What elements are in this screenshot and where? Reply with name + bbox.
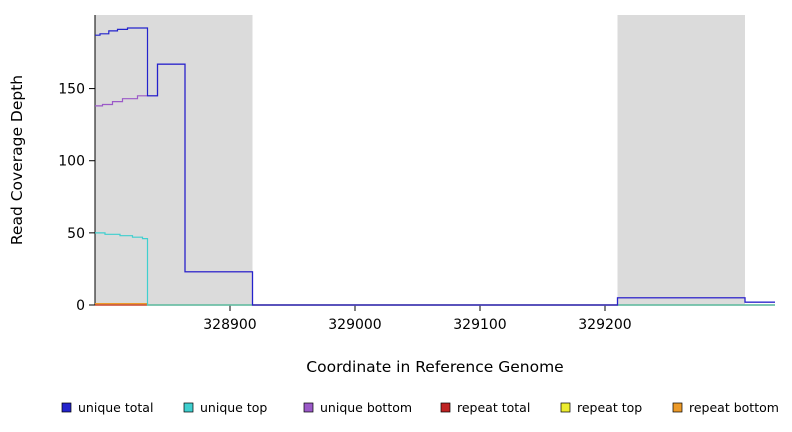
legend-item-unique-top: unique top [183, 400, 267, 415]
legend-label: repeat top [577, 400, 642, 415]
y-axis-title: Read Coverage Depth [8, 75, 26, 245]
legend-item-unique-total: unique total [61, 400, 153, 415]
shaded-region [617, 15, 745, 305]
legend-item-repeat-total: repeat total [440, 400, 530, 415]
legend-label: unique bottom [320, 400, 412, 415]
legend-swatch [440, 402, 451, 413]
legend-label: unique total [78, 400, 153, 415]
legend-item-unique-bottom: unique bottom [303, 400, 412, 415]
legend-swatch [61, 402, 72, 413]
y-tick-label: 0 [76, 298, 85, 314]
x-tick-label: 329200 [578, 317, 631, 333]
y-tick-label: 150 [58, 82, 85, 98]
series-line-unique-total [95, 27, 775, 306]
x-axis-title: Coordinate in Reference Genome [306, 358, 563, 376]
legend-label: unique top [200, 400, 267, 415]
legend-label: repeat bottom [689, 400, 779, 415]
legend-swatch [303, 402, 314, 413]
x-tick-label: 328900 [203, 317, 256, 333]
legend-swatch [560, 402, 571, 413]
x-tick-label: 329000 [328, 317, 381, 333]
x-tick-label: 329100 [453, 317, 506, 333]
legend-swatch [672, 402, 683, 413]
legend-label: repeat total [457, 400, 530, 415]
legend-item-repeat-bottom: repeat bottom [672, 400, 779, 415]
y-tick-label: 50 [67, 226, 85, 242]
shaded-region [95, 15, 253, 305]
series-layer [95, 27, 775, 306]
legend-swatch [183, 402, 194, 413]
series-line-unique-top [95, 232, 775, 306]
y-tick-label: 100 [58, 154, 85, 170]
legend: unique total unique top unique bottom repea… [61, 400, 779, 415]
shaded-regions-layer [95, 15, 745, 305]
legend-item-repeat-top: repeat top [560, 400, 642, 415]
